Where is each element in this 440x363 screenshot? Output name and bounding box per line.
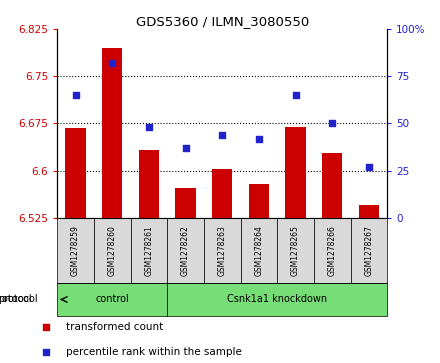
Point [329, 121, 336, 126]
Text: GSM1278261: GSM1278261 [144, 225, 154, 276]
Bar [249, 184, 269, 218]
Bar [277, 218, 314, 283]
Text: protocol: protocol [0, 294, 37, 305]
Text: GSM1278262: GSM1278262 [181, 225, 190, 276]
Bar [139, 150, 159, 218]
Bar [102, 48, 122, 218]
Bar [167, 218, 204, 283]
Point [219, 132, 226, 138]
Text: control: control [95, 294, 129, 305]
Bar [286, 127, 306, 218]
Point [292, 92, 299, 98]
Bar [212, 169, 232, 218]
Point [72, 92, 79, 98]
Bar [57, 218, 94, 283]
Bar [131, 218, 167, 283]
Title: GDS5360 / ILMN_3080550: GDS5360 / ILMN_3080550 [136, 15, 309, 28]
Bar [322, 153, 342, 218]
Text: GSM1278264: GSM1278264 [254, 225, 264, 276]
Text: GSM1278260: GSM1278260 [108, 225, 117, 276]
Text: Csnk1a1 knockdown: Csnk1a1 knockdown [227, 294, 327, 305]
Text: percentile rank within the sample: percentile rank within the sample [66, 347, 242, 358]
Text: GSM1278267: GSM1278267 [364, 225, 374, 276]
Point [42, 324, 49, 330]
Text: protocol: protocol [0, 294, 32, 305]
Bar [351, 218, 387, 283]
Bar [241, 218, 277, 283]
Point [42, 350, 49, 355]
Point [109, 60, 116, 66]
Text: GSM1278266: GSM1278266 [328, 225, 337, 276]
Bar [359, 205, 379, 218]
Bar [204, 218, 241, 283]
Text: transformed count: transformed count [66, 322, 163, 332]
Point [182, 145, 189, 151]
Bar [94, 218, 131, 283]
Bar [314, 218, 351, 283]
Text: GSM1278265: GSM1278265 [291, 225, 300, 276]
Bar [176, 188, 196, 218]
Text: GSM1278263: GSM1278263 [218, 225, 227, 276]
Bar [57, 283, 167, 316]
Bar [66, 128, 86, 218]
Point [145, 124, 152, 130]
Text: GSM1278259: GSM1278259 [71, 225, 80, 276]
Point [365, 164, 372, 170]
Point [255, 136, 262, 142]
Bar [167, 283, 387, 316]
